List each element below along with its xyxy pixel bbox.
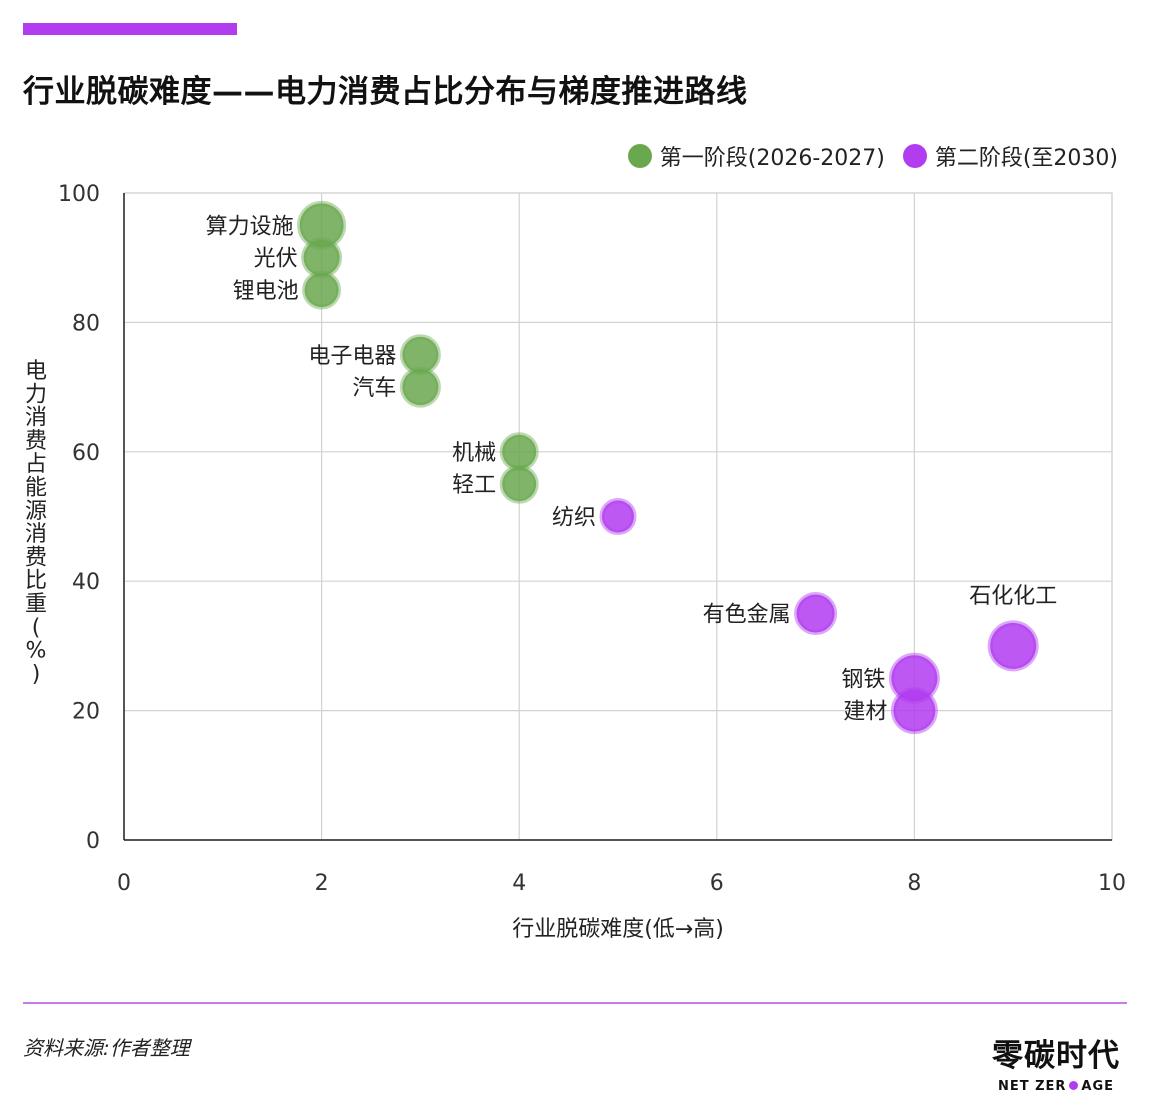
point-label: 汽车 [352,376,396,401]
point-label: 有色金属 [703,603,791,628]
y-axis-label: 电力消费占能源消费比重(%) [25,359,47,687]
point-label: 钢铁 [841,667,885,692]
x-tick-label: 4 [512,871,526,896]
legend-label-phase2: 第二阶段(至2030) [934,146,1118,171]
legend-label-phase1: 第一阶段(2026-2027) [659,146,885,171]
legend: 第一阶段(2026-2027) 第二阶段(至2030) [610,140,1118,172]
logo-english: NET ZER AGE [986,1079,1126,1094]
x-tick-label: 2 [315,871,329,896]
legend-dot-phase2 [902,144,927,168]
y-tick-label: 60 [72,441,100,466]
logo-chinese: 零碳时代 [992,1038,1120,1074]
point-label: 锂电池 [233,279,299,304]
y-tick-label: 100 [58,182,100,207]
x-tick-label: 0 [117,871,131,896]
x-tick-label: 8 [907,871,921,896]
legend-item-phase1: 第一阶段(2026-2027) [627,140,885,172]
point-label: 电子电器 [308,344,396,369]
y-tick-label: 20 [72,700,100,725]
points-layer [297,200,1039,735]
x-axis-label: 行业脱碳难度(低→高) [512,917,724,942]
bubble-石化化工 [987,620,1039,672]
legend-item-phase2: 第二阶段(至2030) [902,140,1118,172]
bubble-纺织 [599,498,637,535]
x-tick-label: 6 [710,871,724,896]
y-tick-label: 0 [86,829,100,854]
logo-english-left: NET ZER [997,1079,1067,1094]
point-label: 建材 [843,700,887,725]
bubble-建材 [890,687,938,735]
footer-divider [23,1002,1127,1004]
axis-layer: 0 2 4 6 8 10020406080100行业脱碳难度(低→高)电力消费占能源消费比… [25,182,1126,942]
logo-english-right: AGE [1081,1079,1115,1094]
x-tick-label: 10 [1098,871,1126,896]
point-label: 机械 [452,441,496,466]
point-label: 石化化工 [969,584,1057,609]
brand-logo: 零碳时代 NET ZER AGE [986,1030,1126,1094]
bubble-轻工 [499,464,539,504]
bubble-机械 [499,432,539,472]
y-tick-label: 40 [72,570,100,595]
accent-bar [23,23,237,35]
bubble-光伏 [301,237,343,279]
point-label: 轻工 [452,473,496,498]
point-label: 纺织 [552,506,596,531]
bubble-锂电池 [302,270,342,310]
legend-dot-phase1 [627,144,652,168]
point-label: 光伏 [254,247,298,272]
point-label: 算力设施 [206,214,294,239]
source-note: 资料来源:作者整理 [23,1036,190,1060]
logo-dot-icon [1069,1081,1079,1090]
scatter-chart: 0 2 4 6 8 10020406080100行业脱碳难度(低→高)电力消费占能源消费比… [25,182,1126,942]
bubble-有色金属 [794,592,838,636]
bubble-汽车 [399,366,441,408]
y-tick-label: 80 [72,311,100,336]
chart-title: 行业脱碳难度——电力消费占比分布与梯度推进路线 [23,74,748,110]
